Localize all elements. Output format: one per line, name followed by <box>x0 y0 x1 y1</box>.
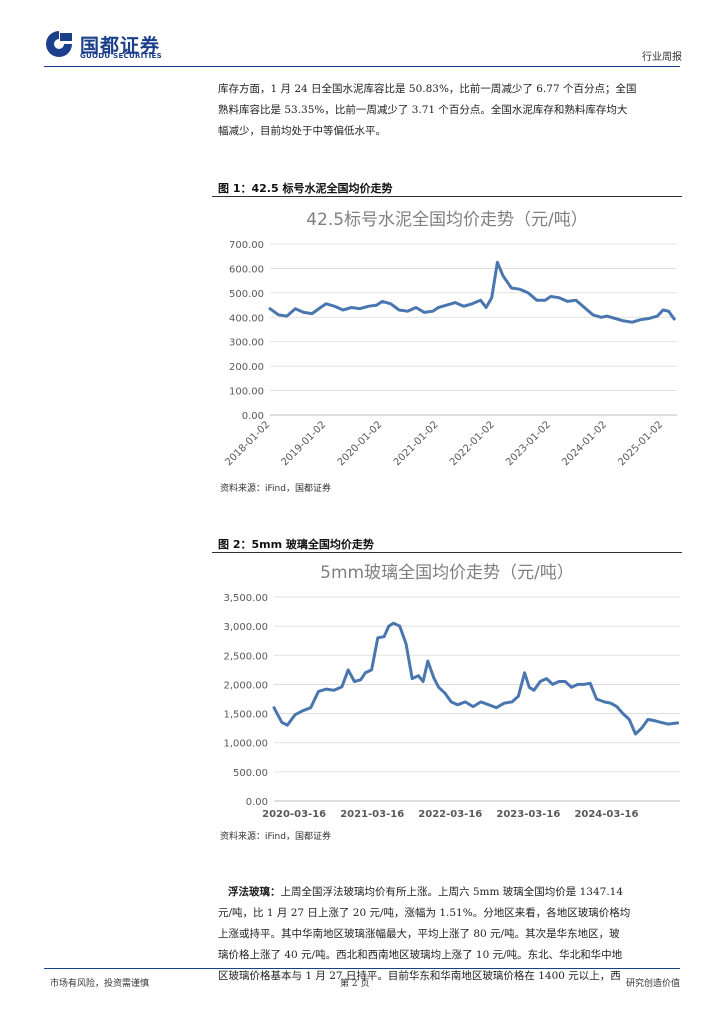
figure2-chart: 5mm玻璃全国均价走势（元/吨） 0.00 500.00 1,000.00 1,500.… <box>212 554 682 826</box>
x-tick-label: 2024-01-02 <box>560 419 609 468</box>
x-tick-label: 2018-01-02 <box>223 419 272 468</box>
y-tick-label: 500.00 <box>233 768 268 779</box>
y-tick-label: 0.00 <box>246 797 268 808</box>
y-tick-label: 300.00 <box>229 338 264 349</box>
x-tick-label: 2019-01-02 <box>280 419 329 468</box>
inventory-paragraph: 库存方面，1 月 24 日全国水泥库容比是 50.83%，比前一周减少了 6.7… <box>218 79 680 142</box>
paragraph-line: 浮法玻璃：上周全国浮法玻璃均价有所上涨。上周六 5mm 玻璃全国均价是 1347… <box>218 882 680 903</box>
y-tick-label: 700.00 <box>229 240 264 251</box>
series-line <box>268 260 676 324</box>
paragraph-line: 幅减少，目前均处于中等偏低水平。 <box>218 125 386 137</box>
logo-text-en: GUODU SECURITIES <box>80 52 162 60</box>
y-tick-label: 200.00 <box>229 362 264 373</box>
figure1-source: 资料来源：iFind，国都证券 <box>220 484 331 494</box>
y-tick-label: 2,000.00 <box>223 680 268 691</box>
chart-title: 42.5标号水泥全国均价走势（元/吨） <box>306 210 588 230</box>
x-tick-label: 2021-01-02 <box>392 419 441 468</box>
y-tick-label: 2,500.00 <box>223 651 268 662</box>
x-tick-label: 2021-03-16 <box>340 809 404 820</box>
y-tick-label: 400.00 <box>229 313 264 324</box>
y-tick-label: 3,500.00 <box>223 593 268 604</box>
figure2-source: 资料来源：iFind，国都证券 <box>220 832 331 842</box>
logo-mark-icon <box>44 30 74 58</box>
figure1-chart: 42.5标号水泥全国均价走势（元/吨） 0.00 100.00 200.00 300.0… <box>212 198 682 478</box>
footer-rule <box>44 968 680 969</box>
document-type-label: 行业周报 <box>642 52 682 63</box>
figure2-rule <box>212 552 682 553</box>
paragraph-line: 区玻璃价格基本与 1 月 27 日持平。目前华东和华南地区玻璃价格在 1400 … <box>218 970 621 982</box>
x-tick-label: 2023-01-02 <box>504 419 553 468</box>
x-tick-label: 2020-03-16 <box>262 809 326 820</box>
y-tick-label: 1,500.00 <box>223 710 268 721</box>
paragraph-line-text: 上周全国浮法玻璃均价有所上涨。上周六 5mm 玻璃全国均价是 1347.14 <box>280 886 624 898</box>
paragraph-line: 元/吨，比 1 月 27 日上涨了 20 元/吨，涨幅为 1.51%。分地区来看… <box>218 907 631 919</box>
y-tick-label: 100.00 <box>229 387 264 398</box>
x-tick-label: 2024-03-16 <box>574 809 638 820</box>
x-tick-label: 2022-01-02 <box>448 419 497 468</box>
footer-slogan: 研究创造价值 <box>625 979 680 989</box>
y-tick-label: 600.00 <box>229 264 264 275</box>
paragraph-line: 库存方面，1 月 24 日全国水泥库容比是 50.83%，比前一周减少了 6.7… <box>218 83 637 95</box>
y-tick-label: 3,000.00 <box>223 622 268 633</box>
paragraph-line: 璃价格上涨了 40 元/吨。西北和西南地区玻璃均上涨了 10 元/吨。东北、华北… <box>218 949 623 961</box>
glass-price-chart: 5mm玻璃全国均价走势（元/吨） 0.00 500.00 1,000.00 1,500.… <box>223 563 680 820</box>
x-tick-label: 2023-03-16 <box>496 809 560 820</box>
paragraph-line: 上涨或持平。其中华南地区玻璃涨幅最大，平均上涨了 80 元/吨。其次是华东地区，… <box>218 928 620 940</box>
float-glass-paragraph: 浮法玻璃：上周全国浮法玻璃均价有所上涨。上周六 5mm 玻璃全国均价是 1347… <box>218 882 680 987</box>
series-line <box>272 621 680 736</box>
x-tick-label: 2020-01-02 <box>336 419 385 468</box>
x-tick-label: 2022-03-16 <box>418 809 482 820</box>
logo-text-cn: 国都证券 <box>80 35 161 57</box>
paragraph-line: 熟料库容比是 53.35%，比前一周减少了 3.71 个百分点。全国水泥库存和熟… <box>218 104 628 116</box>
y-tick-label: 1,000.00 <box>223 739 268 750</box>
footer-disclaimer: 市场有风险，投资需谨慎 <box>50 979 150 989</box>
y-tick-label: 500.00 <box>229 289 264 300</box>
figure2-caption: 图 2：5mm 玻璃全国均价走势 <box>218 538 374 551</box>
x-tick-label: 2025-01-02 <box>616 419 665 468</box>
figure1-rule <box>212 196 682 197</box>
figure1-caption: 图 1：42.5 标号水泥全国均价走势 <box>218 182 393 195</box>
page-number: 第 2 页 <box>340 979 370 989</box>
chart-title: 5mm玻璃全国均价走势（元/吨） <box>320 563 574 583</box>
y-tick-label: 0.00 <box>242 411 264 422</box>
paragraph-lead: 浮法玻璃： <box>228 886 281 898</box>
header-rule <box>44 66 680 67</box>
cement-price-chart: 42.5标号水泥全国均价走势（元/吨） 0.00 100.00 200.00 300.0… <box>223 210 677 468</box>
